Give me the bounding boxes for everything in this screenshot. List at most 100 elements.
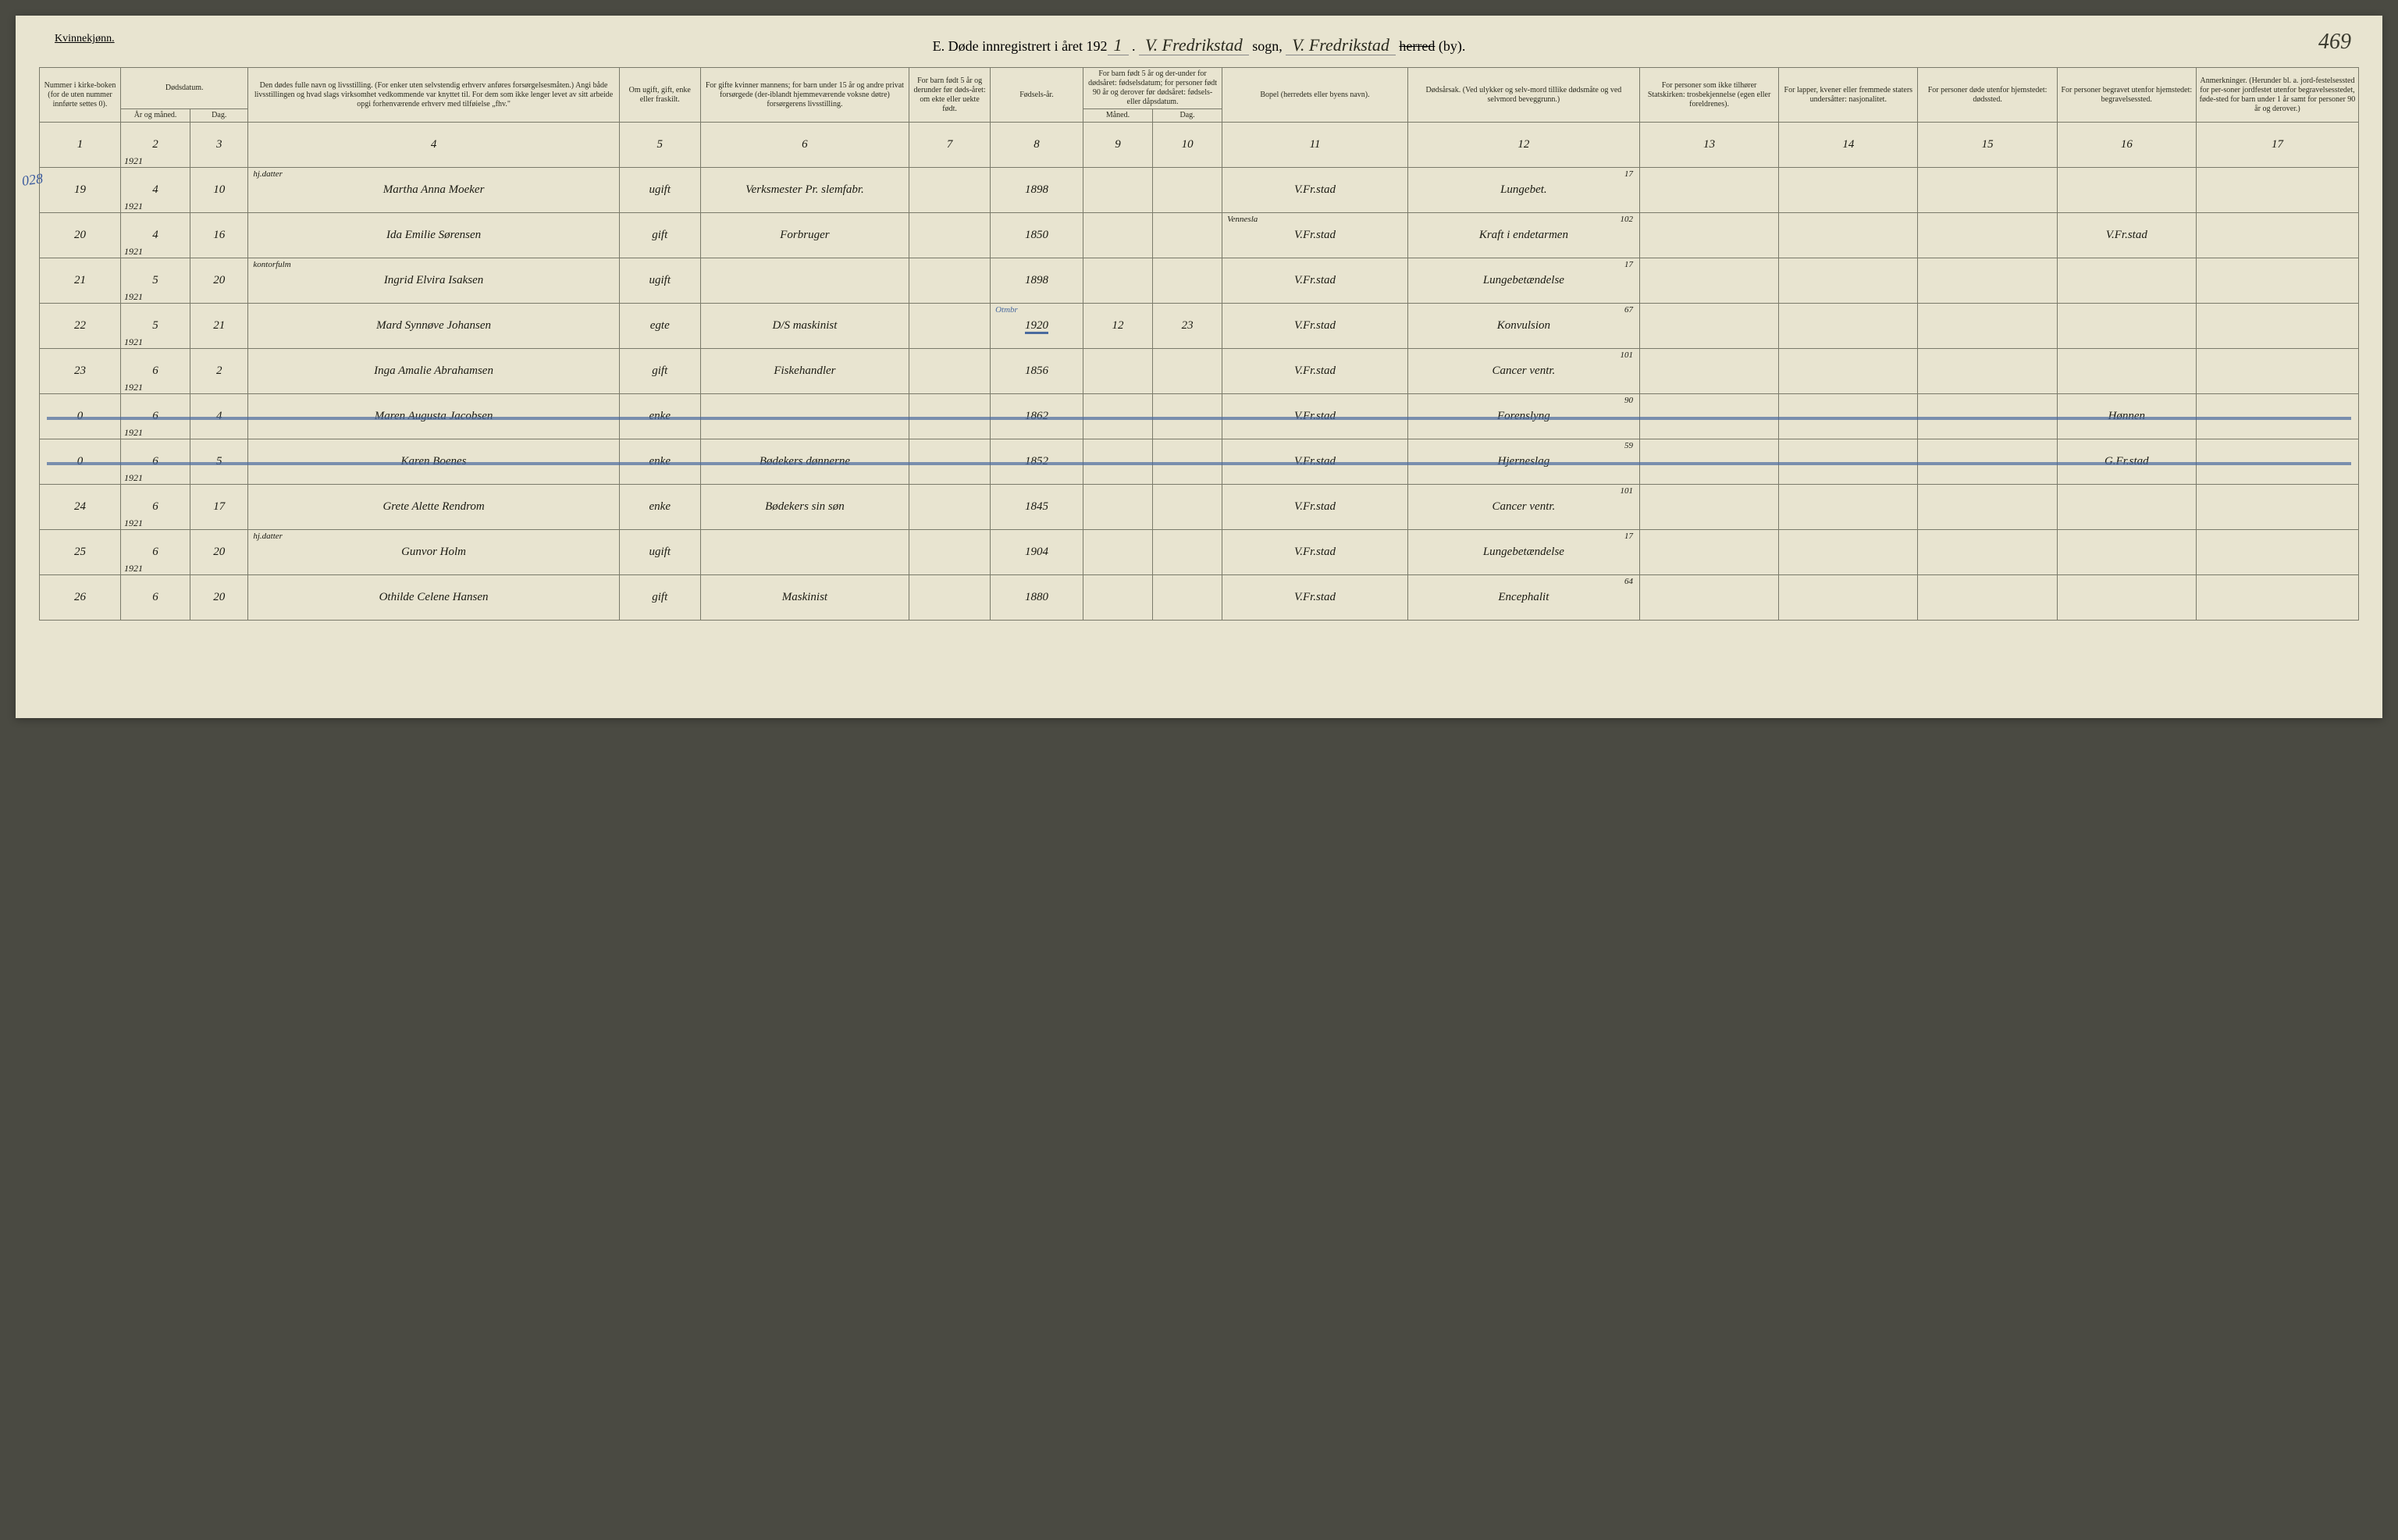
margin-note: 028 xyxy=(21,170,44,190)
colnum: 1 xyxy=(40,123,121,168)
cell xyxy=(1779,485,1918,530)
hdr-bday: Dag. xyxy=(1153,109,1222,123)
cell xyxy=(1153,349,1222,394)
cell xyxy=(909,258,991,304)
herred-label: herred xyxy=(1399,38,1435,54)
cell xyxy=(1779,168,1918,213)
table-row: 211921520kontorfulmIngrid Elvira Isaksen… xyxy=(40,258,2359,304)
cell xyxy=(1639,304,1778,349)
cell-bopel: V.Fr.stad xyxy=(1222,258,1408,304)
hdr-num: Nummer i kirke-boken (for de uten nummer… xyxy=(40,68,121,123)
cell: Fiskehandler xyxy=(700,349,909,394)
colnum: 3 xyxy=(190,123,248,168)
cell: D/S maskinist xyxy=(700,304,909,349)
cell xyxy=(1639,213,1778,258)
sogn-label: sogn, xyxy=(1252,38,1283,54)
cell: ugift xyxy=(619,530,700,575)
cell-bopel: VenneslaV.Fr.stad xyxy=(1222,213,1408,258)
colnum: 12 xyxy=(1407,123,1639,168)
colnum: 13 xyxy=(1639,123,1778,168)
cell-name: Inga Amalie Abrahamsen xyxy=(248,349,619,394)
title-year: 1 xyxy=(1108,35,1129,55)
cell xyxy=(909,168,991,213)
cell xyxy=(2057,304,2196,349)
cell xyxy=(1918,213,2057,258)
cell: 22 xyxy=(40,304,121,349)
cell xyxy=(1083,168,1152,213)
cell xyxy=(1918,168,2057,213)
cell-cause: 64Encephalit xyxy=(1407,575,1639,621)
cell: 16 xyxy=(190,213,248,258)
cell: enke xyxy=(619,485,700,530)
cell xyxy=(909,530,991,575)
cell: gift xyxy=(619,349,700,394)
cell: 17 xyxy=(190,485,248,530)
hdr-status: Om ugift, gift, enke eller fraskilt. xyxy=(619,68,700,123)
colnum: 17 xyxy=(2196,123,2358,168)
title-line: E. Døde innregistrert i året 1921 . V. F… xyxy=(39,35,2359,55)
cell-bopel: V.Fr.stad xyxy=(1222,575,1408,621)
cell xyxy=(1153,485,1222,530)
cell: 20 xyxy=(190,258,248,304)
hdr-birthyear: Fødsels-år. xyxy=(991,68,1083,123)
cell: gift xyxy=(619,213,700,258)
cell xyxy=(1918,575,2057,621)
cell xyxy=(2196,349,2358,394)
hdr-faith: For personer som ikke tilhører Statskirk… xyxy=(1639,68,1778,123)
cell xyxy=(2196,258,2358,304)
cell-name: hj.datterMartha Anna Moeker xyxy=(248,168,619,213)
cell-birth: Otmbr1920 xyxy=(991,304,1083,349)
cell xyxy=(1153,213,1222,258)
cell-birth: 1880 xyxy=(991,575,1083,621)
cell xyxy=(1918,530,2057,575)
cell-birth: 1850 xyxy=(991,213,1083,258)
colnum: 15 xyxy=(1918,123,2057,168)
cell xyxy=(1779,213,1918,258)
colnum: 6 xyxy=(700,123,909,168)
cell-bopel: V.Fr.stad xyxy=(1222,349,1408,394)
colnum: 4 xyxy=(248,123,619,168)
cell-name: hj.datterGunvor Holm xyxy=(248,530,619,575)
hdr-occupation: For gifte kvinner mannens; for barn unde… xyxy=(700,68,909,123)
gender-heading: Kvinnekjønn. xyxy=(55,33,115,45)
cell xyxy=(1639,485,1778,530)
colnum: 14 xyxy=(1779,123,1918,168)
cell-name: Mard Synnøve Johansen xyxy=(248,304,619,349)
cell xyxy=(1153,530,1222,575)
cell-cause: 101Cancer ventr. xyxy=(1407,349,1639,394)
cell xyxy=(1083,575,1152,621)
cell xyxy=(909,213,991,258)
hdr-deathplace: For personer døde utenfor hjemstedet: dø… xyxy=(1918,68,2057,123)
cell-bopel: V.Fr.stad xyxy=(1222,530,1408,575)
cell xyxy=(700,530,909,575)
cell xyxy=(2057,349,2196,394)
table-body: 191921410hj.datterMartha Anna Moekerugif… xyxy=(40,168,2359,621)
cell xyxy=(1639,349,1778,394)
cell xyxy=(1779,304,1918,349)
cell-birth: 1898 xyxy=(991,258,1083,304)
cell-birth: 1845 xyxy=(991,485,1083,530)
cell: 2 xyxy=(190,349,248,394)
cell: 20 xyxy=(190,530,248,575)
cell-yearmonth: 19216 xyxy=(120,575,190,621)
cell-name: kontorfulmIngrid Elvira Isaksen xyxy=(248,258,619,304)
cell: 12 xyxy=(1083,304,1152,349)
cell: 23 xyxy=(40,349,121,394)
cell xyxy=(1779,575,1918,621)
table-row: 201921416Ida Emilie SørensengiftForbruge… xyxy=(40,213,2359,258)
cell xyxy=(2196,213,2358,258)
cell xyxy=(1153,168,1222,213)
colnum: 5 xyxy=(619,123,700,168)
ledger-page: Kvinnekjønn. 469 028 E. Døde innregistre… xyxy=(16,16,2382,718)
cell-cause: 17Lungebetændelse xyxy=(1407,530,1639,575)
cell: 10 xyxy=(190,168,248,213)
hdr-cause: Dødsårsak. (Ved ulykker og selv-mord til… xyxy=(1407,68,1639,123)
hdr-date: Dødsdatum. xyxy=(120,68,247,109)
cell: 21 xyxy=(190,304,248,349)
cell xyxy=(700,258,909,304)
cell: 23 xyxy=(1153,304,1222,349)
colnum: 7 xyxy=(909,123,991,168)
cell-name: Othilde Celene Hansen xyxy=(248,575,619,621)
cell-birth: 1898 xyxy=(991,168,1083,213)
cell: ugift xyxy=(619,258,700,304)
